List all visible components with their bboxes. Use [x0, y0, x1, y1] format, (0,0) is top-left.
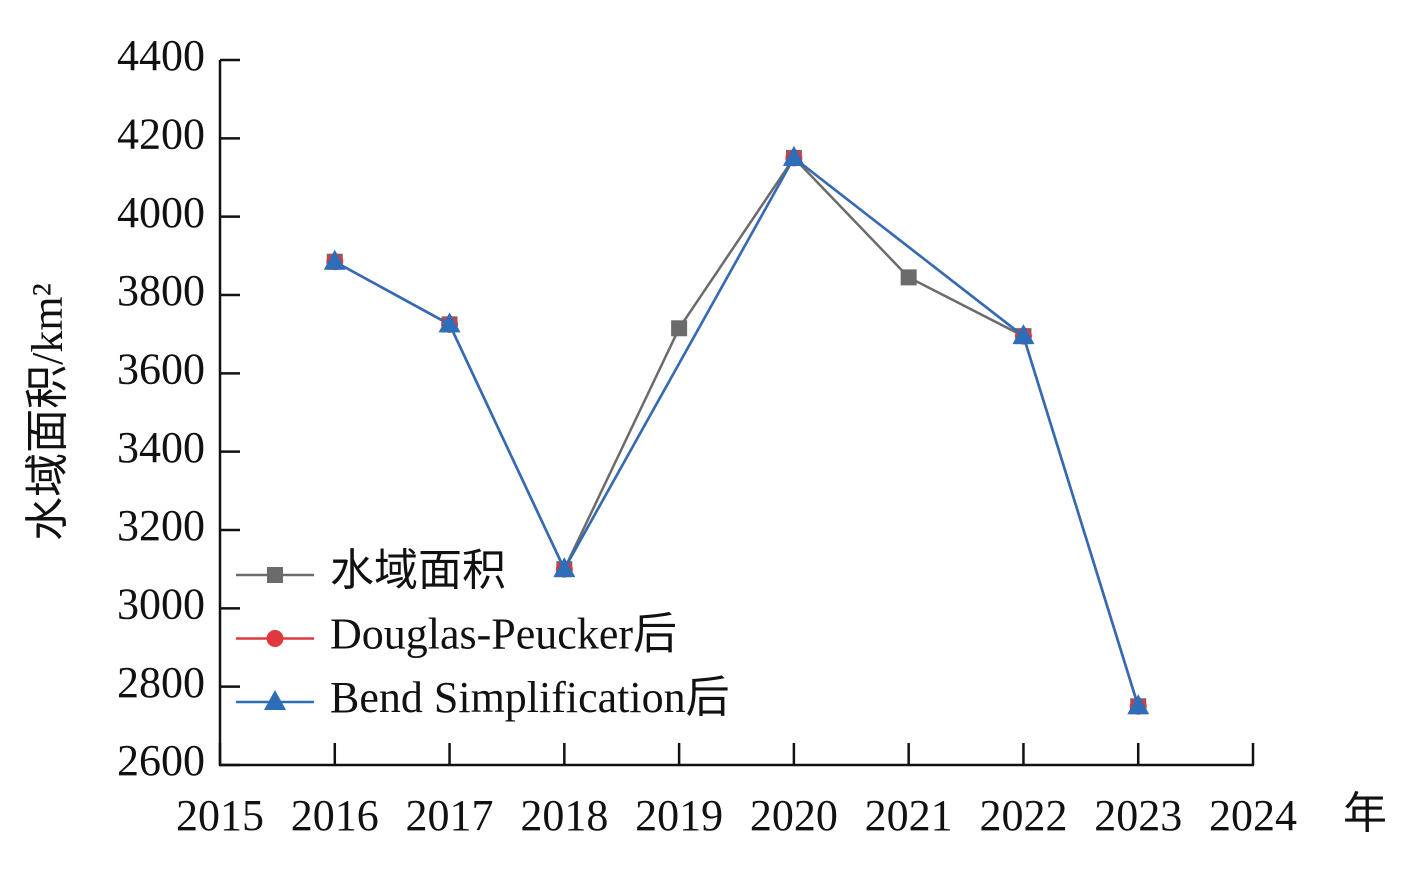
x-tick-label: 2018 [520, 791, 608, 840]
marker [1127, 694, 1150, 715]
y-tick-label: 2600 [117, 736, 205, 785]
x-tick-label: 2017 [406, 791, 494, 840]
legend-label: Douglas-Peucker后 [330, 610, 677, 659]
y-tick-label: 4400 [117, 31, 205, 80]
y-tick-label: 3800 [117, 266, 205, 315]
y-tick-label: 3000 [117, 579, 205, 628]
marker [782, 145, 805, 166]
y-tick-label: 2800 [117, 658, 205, 707]
series-line [334, 156, 1140, 707]
y-tick-label: 3200 [117, 501, 205, 550]
y-tick-label: 3400 [117, 423, 205, 472]
marker [1012, 324, 1035, 345]
marker [553, 557, 576, 578]
x-tick-label: 2016 [291, 791, 379, 840]
x-tick-label: 2022 [979, 791, 1067, 840]
x-tick-label: 2020 [750, 791, 838, 840]
y-axis-label: 水域面积/km² [23, 283, 72, 541]
marker [323, 249, 346, 270]
x-tick-label: 2024 [1209, 791, 1297, 840]
legend-label: Bend Simplification后 [330, 673, 730, 722]
marker [900, 269, 917, 286]
x-tick-label: 2021 [865, 791, 953, 840]
x-axis-label: 年 [1343, 789, 1387, 838]
legend-marker [267, 567, 283, 583]
y-tick-label: 3600 [117, 344, 205, 393]
y-tick-label: 4000 [117, 188, 205, 237]
y-tick-label: 4200 [117, 109, 205, 158]
legend-marker [266, 630, 284, 647]
marker [438, 312, 461, 333]
legend-label: 水域面积 [330, 546, 506, 595]
marker [671, 320, 688, 337]
x-tick-label: 2023 [1094, 791, 1182, 840]
legend-marker [264, 690, 286, 710]
x-tick-label: 2019 [635, 791, 723, 840]
x-tick-label: 2015 [176, 791, 264, 840]
